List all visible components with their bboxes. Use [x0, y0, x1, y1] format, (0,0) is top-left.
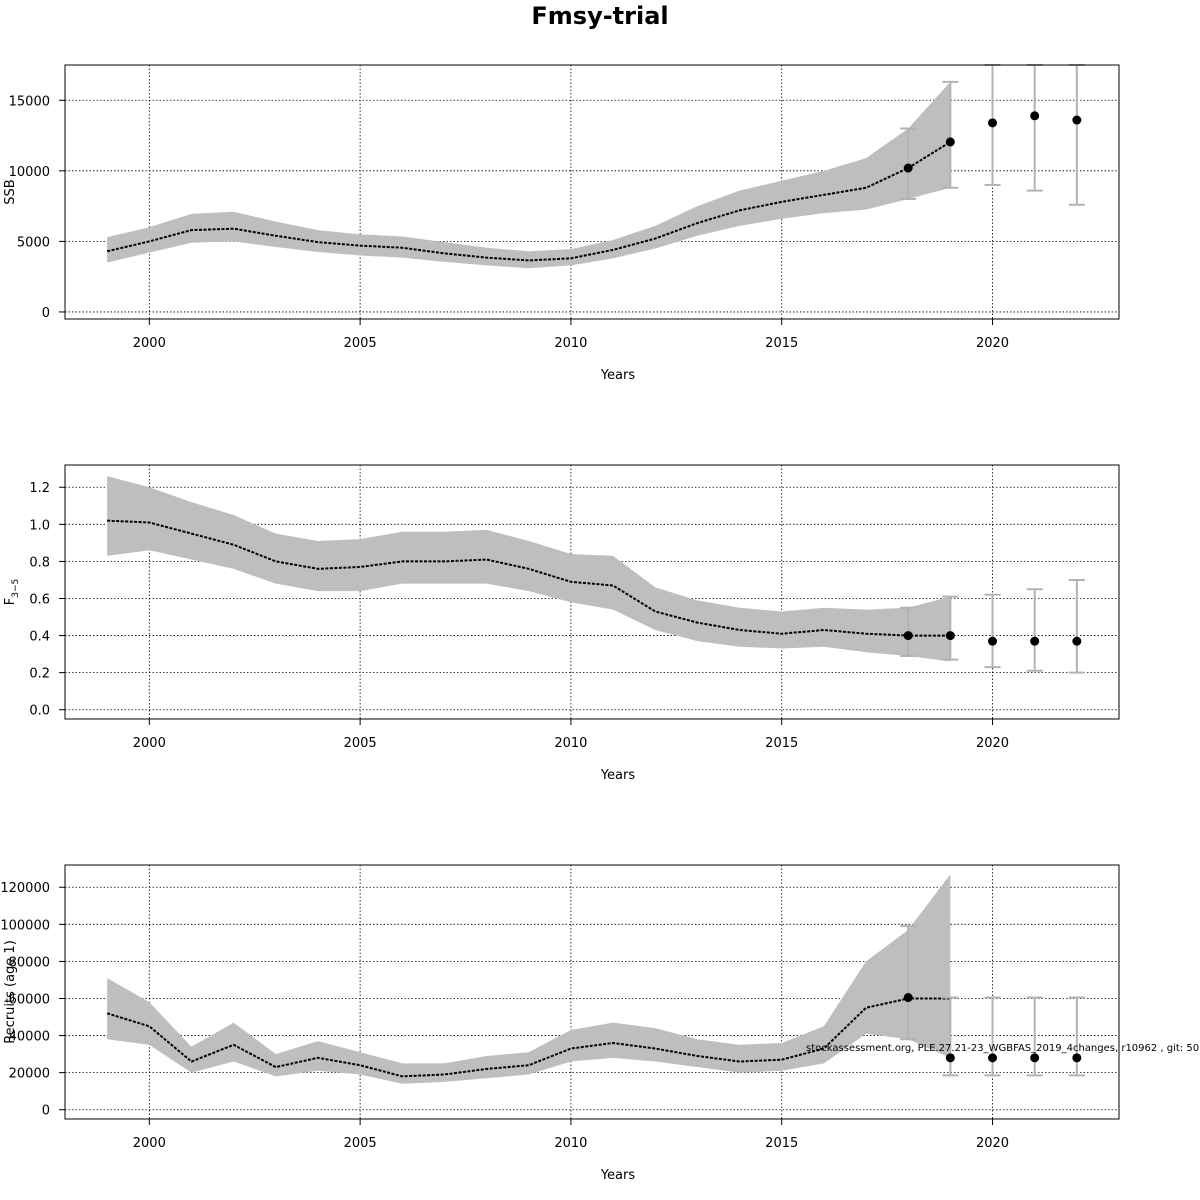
x-tick-label: 2015: [765, 736, 798, 751]
y-axis-label-main: Recruits (age 1): [3, 940, 18, 1044]
y-axis-label: F3−5: [3, 579, 21, 605]
estimate-line: [106, 141, 951, 262]
y-tick-label: 5000: [17, 235, 50, 250]
x-axis-label: Years: [600, 368, 636, 383]
y-axis-label: Recruits (age 1): [3, 940, 18, 1044]
y-tick-label: 40000: [9, 1030, 50, 1045]
x-tick-label: 2005: [344, 736, 377, 751]
confidence-band: [107, 81, 951, 269]
data-point: [988, 118, 998, 128]
y-tick-label: 60000: [9, 992, 50, 1007]
x-tick-label: 2010: [554, 1136, 587, 1151]
x-axis-label: Years: [600, 768, 636, 783]
data-point: [945, 631, 955, 641]
confidence-band: [107, 874, 951, 1084]
y-tick-label: 80000: [9, 955, 50, 970]
x-tick-label: 2010: [554, 736, 587, 751]
plot-frame: [64, 64, 1120, 320]
data-point: [1030, 111, 1040, 121]
y-tick-label: 120000: [0, 881, 50, 896]
y-tick-label: 0: [42, 306, 50, 321]
y-tick-label: 0.4: [29, 630, 50, 645]
footnote: stockassessment.org, PLE.27.21-23_WGBFAS…: [806, 1043, 1200, 1054]
y-axis-label: SSB: [3, 179, 18, 204]
x-tick-label: 2020: [976, 336, 1009, 351]
data-point: [1072, 1053, 1082, 1063]
estimate-line: [106, 997, 951, 1078]
data-point: [1030, 1053, 1040, 1063]
x-tick-label: 2000: [133, 736, 166, 751]
y-tick-label: 15000: [9, 94, 50, 109]
y-axis-label-main: SSB: [3, 179, 18, 204]
data-point: [1072, 636, 1082, 646]
y-tick-label: 10000: [9, 165, 50, 180]
y-tick-label: 0: [42, 1104, 50, 1119]
panel-fishing-mortality: 2000 2005 2010 2015 2020 0.0 0.2 0.4 0.6 0.8 1.0 1.…: [3, 464, 1120, 783]
x-tick-label: 2020: [976, 1136, 1009, 1151]
y-axis-label-main: F: [3, 598, 18, 605]
y-tick-label: 0.2: [29, 667, 50, 682]
data-point: [903, 993, 913, 1003]
data-point: [903, 163, 913, 173]
data-point: [988, 636, 998, 646]
y-tick-label: 0.6: [29, 592, 50, 607]
x-tick-label: 2010: [554, 336, 587, 351]
data-point: [988, 1053, 998, 1063]
panel-ssb: 2000 2005 2010 2015 2020 0 5000 10000 15000 Years…: [3, 64, 1120, 383]
x-axis-label: Years: [600, 1168, 636, 1183]
x-tick-label: 2020: [976, 736, 1009, 751]
x-tick-label: 2005: [344, 336, 377, 351]
y-tick-label: 1.0: [29, 518, 50, 533]
data-point: [945, 1053, 955, 1063]
x-tick-label: 2005: [344, 1136, 377, 1151]
y-tick-label: 0.0: [29, 704, 50, 719]
y-axis-label-subscript: 3−5: [11, 579, 21, 598]
y-tick-label: 1.2: [29, 481, 50, 496]
data-point: [1072, 115, 1082, 125]
estimate-line: [107, 519, 951, 637]
data-point: [903, 631, 913, 641]
y-tick-label: 0.8: [29, 555, 50, 570]
plot-frame: [64, 464, 1120, 720]
x-tick-label: 2000: [133, 336, 166, 351]
y-tick-label: 20000: [9, 1067, 50, 1082]
plot-frame: [64, 864, 1120, 1120]
x-tick-label: 2000: [133, 1136, 166, 1151]
panel-recruits: 2000 2005 2010 2015 2020 0 20000 40000 60000 8000…: [0, 864, 1120, 1183]
chart-title: Fmsy-trial: [531, 2, 668, 30]
y-tick-label: 100000: [0, 918, 50, 933]
x-tick-label: 2015: [765, 1136, 798, 1151]
data-point: [1030, 636, 1040, 646]
data-point: [945, 137, 955, 147]
x-tick-label: 2015: [765, 336, 798, 351]
